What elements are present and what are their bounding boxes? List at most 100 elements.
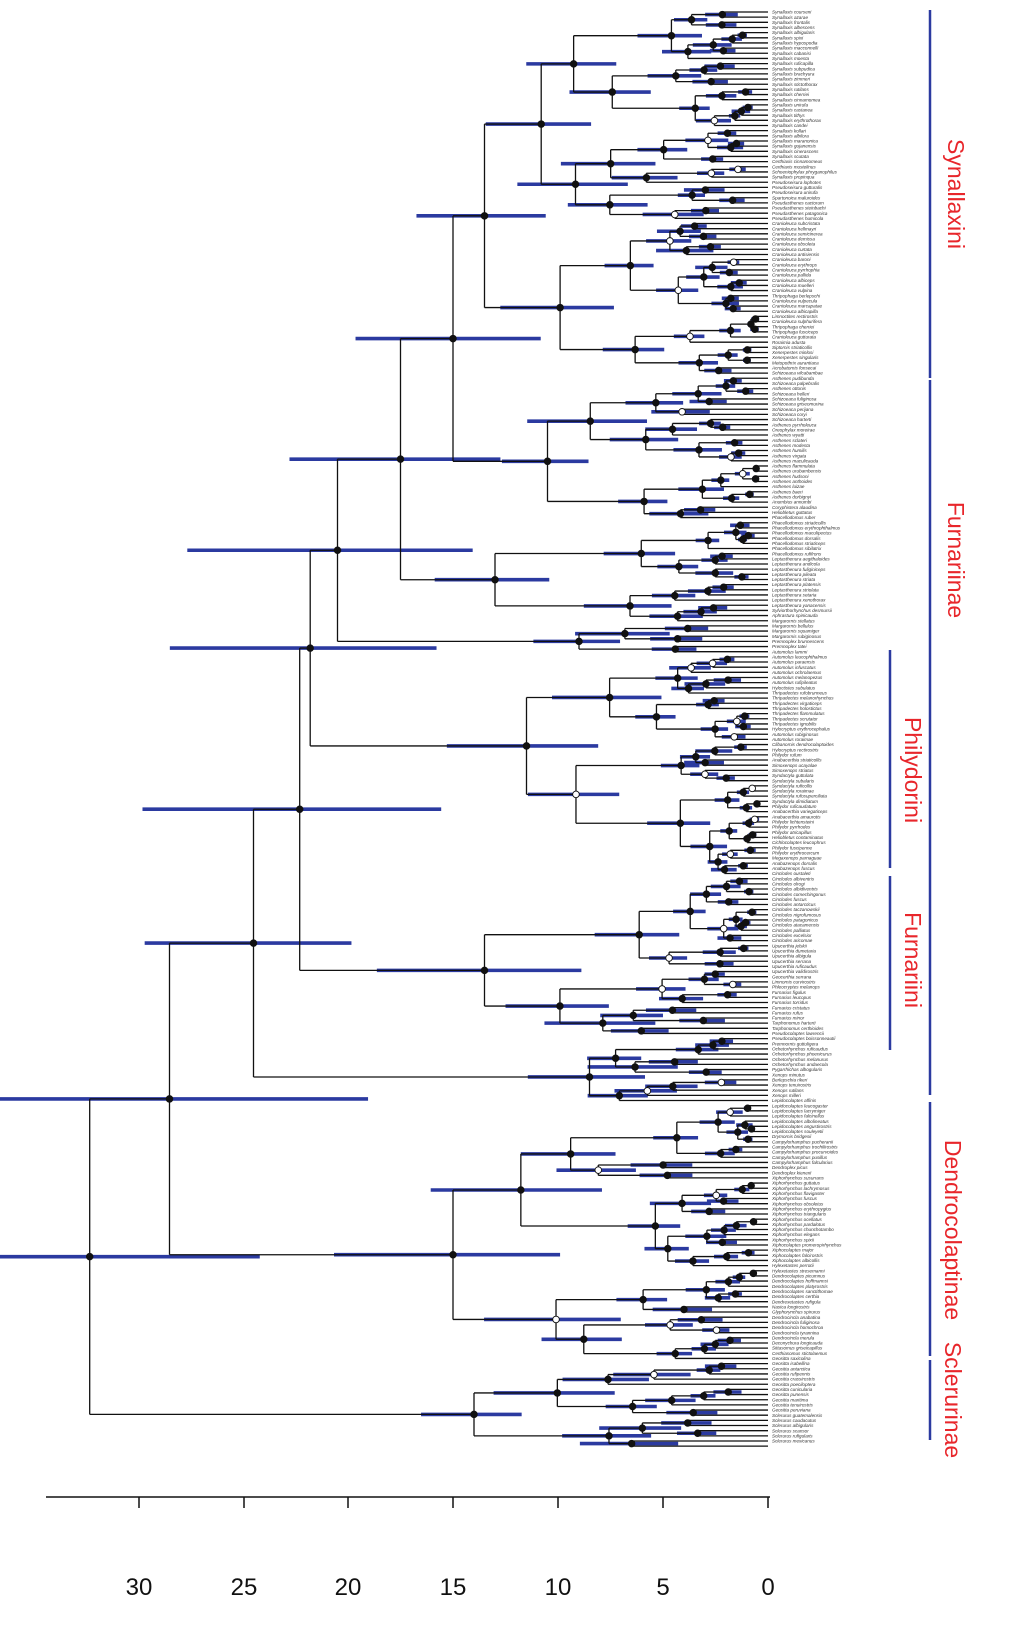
taxon-label: Drymornis bridgesii: [772, 1134, 812, 1139]
node-solid-marker: [605, 693, 614, 702]
taxon-label: Phacellodomus striaticollis: [772, 520, 827, 525]
node-open-marker: [712, 1191, 720, 1200]
node-open-marker: [712, 1326, 721, 1334]
taxon-label: Geositta cunicularia: [772, 1387, 813, 1392]
taxon-label: Siptornis striaticollis: [772, 345, 813, 350]
node-solid-marker: [731, 112, 739, 120]
taxon-label: Sclerurus rufigularis: [772, 1433, 813, 1438]
node-solid-marker: [608, 88, 617, 96]
taxon-label: Glyphorynchus spirurus: [772, 1310, 821, 1315]
node-solid-marker: [627, 1439, 636, 1448]
taxon-label: Upucerthia jelskii: [772, 943, 808, 948]
node-solid-marker: [700, 1345, 709, 1353]
node-solid-marker: [718, 10, 727, 19]
node-solid-marker: [711, 1340, 720, 1349]
taxon-label: Syndactyla rufosuperciliata: [772, 794, 827, 799]
node-open-marker: [730, 733, 739, 741]
taxon-label: Leptasthenura setaria: [772, 593, 817, 598]
taxon-label: Automolus rubiginosus: [771, 732, 819, 737]
taxon-label: Campylorhamphus pusillus: [772, 1155, 828, 1160]
taxon-label: Xiphorhynchus fuscus: [771, 1196, 818, 1201]
taxon-label: Synallaxis moesta: [772, 56, 809, 61]
taxon-label: Pseudocolaptes boissonneautii: [772, 1036, 836, 1041]
node-solid-marker: [725, 268, 734, 277]
axis-label-15: 15: [440, 1574, 467, 1601]
taxon-label: Xiphorhynchus chunchotambo: [771, 1227, 834, 1232]
node-solid-marker: [741, 88, 750, 96]
node-solid-marker: [748, 908, 756, 916]
node-solid-marker: [571, 180, 580, 189]
taxon-label: Thripadectes flammulatus: [772, 711, 825, 716]
node-solid-marker: [725, 827, 733, 835]
taxon-label: Cranioleuca subcristata: [772, 221, 820, 226]
node-open-marker: [748, 784, 756, 793]
taxon-label: Campylorhamphus pucheranii: [772, 1139, 834, 1144]
node-open-marker: [750, 815, 759, 824]
node-solid-marker: [638, 1424, 647, 1432]
taxon-label: Leptasthenura striata: [772, 577, 816, 582]
node-solid-marker: [732, 915, 740, 924]
taxon-label: Cranioleuca gutturata: [772, 335, 816, 340]
taxon-label: Anabacerthia variegaticeps: [771, 809, 828, 814]
node-solid-marker: [676, 227, 684, 236]
taxon-label: Dendrocincla homochroa: [772, 1325, 824, 1330]
taxon-label: Schizoeaca griseomurina: [772, 402, 824, 407]
node-solid-marker: [735, 279, 743, 287]
taxon-label: Automolus melanopezus: [771, 675, 823, 680]
taxon-label: Schizoeaca vilcabambae: [772, 371, 823, 376]
node-solid-marker: [731, 1290, 740, 1298]
taxon-label: Schizoeaca perijana: [772, 407, 814, 412]
node-solid-marker: [716, 1149, 725, 1158]
taxon-label: Xiphorhynchus elegans: [771, 1232, 820, 1237]
taxon-label: Anabazenops fuscus: [771, 866, 815, 871]
node-open-marker: [704, 136, 712, 145]
node-solid-marker: [678, 994, 686, 1003]
taxon-label: Automolus leucophthalmus: [771, 654, 828, 659]
taxon-label: Anabacerthia amaurotis: [771, 814, 821, 819]
node-solid-marker: [728, 35, 736, 43]
taxon-label: Upucerthia validirostris: [772, 969, 819, 974]
node-solid-marker: [705, 397, 713, 406]
taxon-label: Synallaxis castanea: [772, 108, 813, 113]
node-solid-marker: [677, 761, 685, 770]
taxon-label: Simoxenops ucayalae: [772, 763, 817, 768]
node-solid-marker: [729, 304, 737, 313]
node-solid-marker: [743, 834, 751, 843]
node-solid-marker: [711, 569, 720, 577]
taxon-label: Geositta maritima: [772, 1397, 808, 1402]
taxon-label: Thripophaga berlepschi: [772, 293, 821, 298]
taxon-label: Cinclodes excelsior: [772, 933, 812, 938]
node-solid-marker: [642, 435, 650, 444]
taxon-label: Limnoctites rectirostris: [772, 314, 818, 319]
clade-label-synallaxini: Synallaxini: [943, 139, 969, 249]
taxon-label: Synallaxis macconnelli: [772, 46, 819, 51]
node-solid-marker: [629, 1011, 638, 1020]
node-solid-marker: [449, 1250, 457, 1259]
taxon-label: Synallaxis courseni: [772, 10, 812, 15]
taxon-label: Cinclodes patagonicus: [772, 918, 819, 923]
taxon-label: Certhiaxis mustelinus: [772, 164, 816, 169]
node-solid-marker: [700, 273, 708, 281]
taxon-label: Campylorhamphus procurvoides: [772, 1150, 839, 1155]
node-solid-marker: [697, 1316, 706, 1324]
taxon-label: Xiphocolaptes albicollis: [771, 1258, 820, 1263]
node-solid-marker: [705, 1207, 713, 1216]
taxon-label: Synallaxis cherriei: [772, 92, 810, 97]
node-solid-marker: [700, 66, 708, 74]
node-solid-marker: [747, 1181, 755, 1190]
taxon-label: Thripadectes scrutator: [772, 716, 818, 721]
taxon-label: Phacellodomus erythrophthalmus: [772, 525, 841, 530]
node-solid-marker: [735, 1273, 744, 1281]
node-solid-marker: [739, 862, 748, 870]
node-solid-marker: [732, 1145, 740, 1154]
taxon-label: Dendroplex kienerii: [772, 1170, 812, 1175]
node-solid-marker: [675, 562, 683, 571]
node-solid-marker: [722, 1252, 731, 1261]
node-solid-marker: [709, 604, 718, 612]
taxon-label: Thripadectes melanorhynchus: [772, 696, 834, 701]
node-solid-marker: [726, 1336, 734, 1345]
node-solid-marker: [683, 1419, 692, 1427]
taxon-label: Lepidocolaptes lacrymiger: [772, 1108, 826, 1113]
